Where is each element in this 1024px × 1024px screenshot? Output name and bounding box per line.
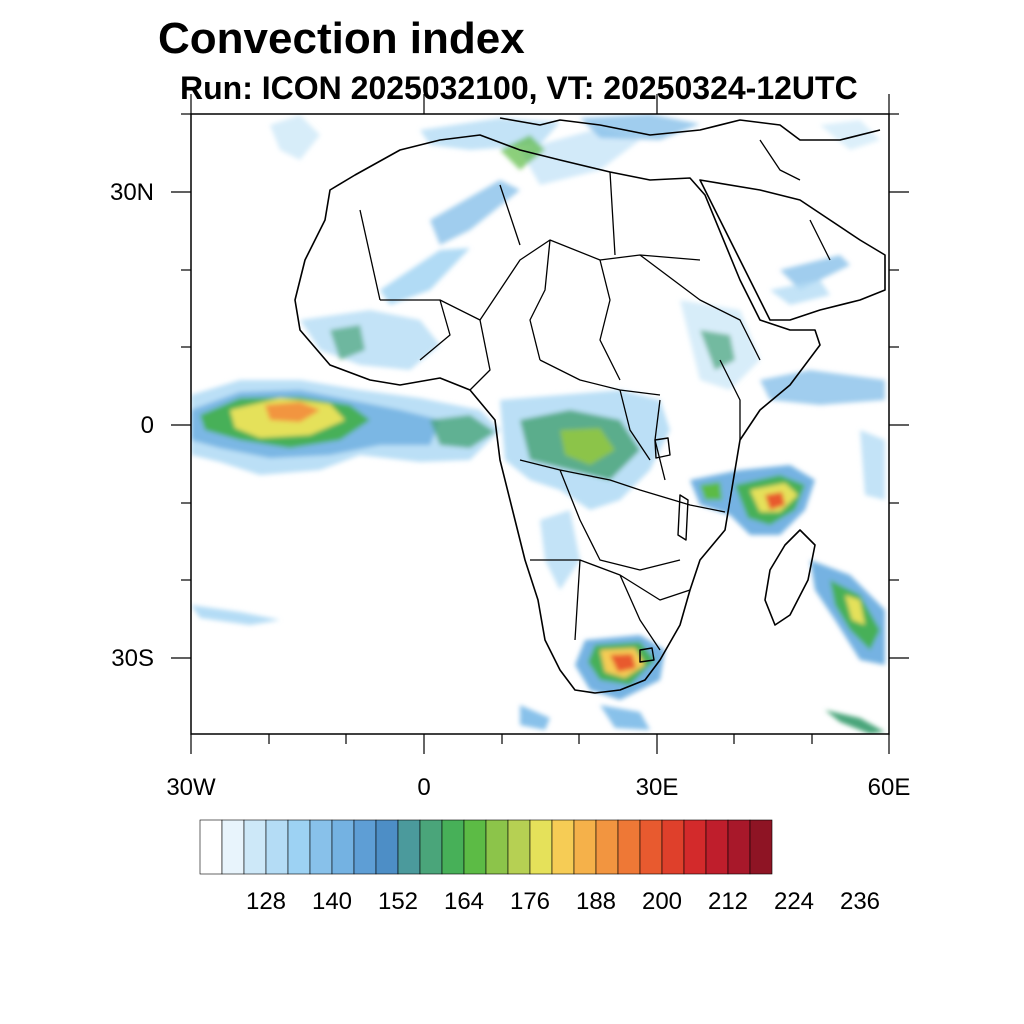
colorbar-swatch [705, 819, 729, 875]
colorbar-swatch [749, 819, 773, 875]
colorbar-swatch [221, 819, 245, 875]
lakes [639, 437, 689, 663]
colorbar-label: 236 [839, 888, 881, 915]
colorbar-swatch [573, 819, 597, 875]
convection-cell-south-africa [191, 605, 665, 730]
colorbar-swatch [595, 819, 619, 875]
map-subtitle: Run: ICON 2025032100, VT: 20250324-12UTC [180, 70, 858, 106]
mediterranean-coast [499, 117, 881, 141]
colorbar-label: 152 [377, 888, 419, 915]
colorbar-swatch [375, 819, 399, 875]
colorbar-label: 212 [707, 888, 749, 915]
colorbar-swatch [441, 819, 465, 875]
colorbar-label: 140 [311, 888, 353, 915]
colorbar-swatch [353, 819, 377, 875]
colorbar-swatch [199, 819, 223, 875]
colorbar-label: 164 [443, 888, 485, 915]
convection-congo-basin [500, 300, 885, 590]
colorbar-label: 128 [245, 888, 287, 915]
colorbar-swatch [683, 819, 707, 875]
colorbar-swatch [265, 819, 289, 875]
map-title: Convection index [158, 14, 525, 63]
colorbar-swatch [617, 819, 641, 875]
arabia-coastline [699, 179, 886, 321]
colorbar-swatch [661, 819, 685, 875]
lon-label-60e: 60E [867, 774, 911, 801]
convection-shading [191, 114, 885, 734]
colorbar-swatch [309, 819, 333, 875]
colorbar-swatch [463, 819, 487, 875]
lat-label-30n: 30N [109, 179, 154, 206]
colorbar-swatch [287, 819, 311, 875]
colorbar-swatch [331, 819, 355, 875]
colorbar-swatch [507, 819, 531, 875]
madagascar-coastline [764, 529, 816, 626]
lon-label-30e: 30E [635, 774, 679, 801]
coastlines-borders [294, 117, 886, 694]
lon-label-30w: 30W [166, 774, 216, 801]
colorbar [199, 819, 773, 875]
colorbar-label: 176 [509, 888, 551, 915]
lon-label-0: 0 [417, 774, 431, 801]
country-borders [359, 139, 831, 651]
colorbar-swatch [485, 819, 509, 875]
lat-label-30s: 30S [111, 645, 154, 672]
colorbar-label: 200 [641, 888, 683, 915]
colorbar-swatch [243, 819, 267, 875]
convection-band-indian-ocean [810, 430, 885, 734]
colorbar-swatch [397, 819, 421, 875]
axis-ticks [171, 94, 909, 754]
colorbar-swatch [529, 819, 553, 875]
colorbar-label: 188 [575, 888, 617, 915]
convection-cell-madagascar [690, 465, 815, 535]
map-plot-area [191, 114, 886, 734]
convection-streaks-north [270, 114, 880, 305]
colorbar-label: 224 [773, 888, 815, 915]
map-frame [190, 113, 890, 735]
colorbar-swatch [639, 819, 663, 875]
convection-band-atlantic [191, 380, 500, 475]
convection-west-africa [300, 310, 440, 370]
lat-label-0: 0 [140, 412, 154, 439]
colorbar-swatch [419, 819, 443, 875]
colorbar-swatch [551, 819, 575, 875]
colorbar-swatch [727, 819, 751, 875]
